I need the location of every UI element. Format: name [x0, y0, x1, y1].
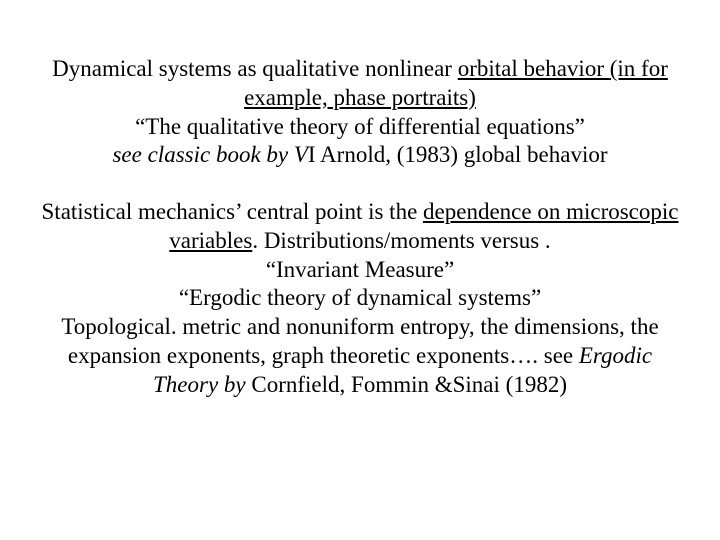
p1-text-1: Dynamical systems as qualitative nonline…: [52, 56, 458, 81]
p1-text-2: “The qualitative theory of differential …: [135, 114, 585, 139]
p2-text-4: “Ergodic theory of dynamical systems”: [179, 285, 541, 310]
paragraph-gap: [40, 170, 680, 198]
slide-body: Dynamical systems as qualitative nonline…: [0, 0, 720, 540]
p2-text-6: Cornfield, Fommin &Sinai (1982): [246, 372, 567, 397]
p2-text-5: Topological. metric and nonuniform entro…: [61, 314, 658, 368]
p1-text-3: I Arnold, (1983) global behavior: [308, 142, 608, 167]
paragraph-1: Dynamical systems as qualitative nonline…: [40, 55, 680, 170]
p1-underline-1: orbital behavior: [458, 56, 610, 81]
p2-text-1: Statistical mechanics’ central point is …: [42, 199, 424, 224]
p2-text-2: . Distributions/moments versus .: [252, 228, 550, 253]
p1-italic-1: see classic book by V: [112, 142, 307, 167]
paragraph-2: Statistical mechanics’ central point is …: [40, 198, 680, 399]
p2-text-3: “Invariant Measure”: [266, 257, 454, 282]
